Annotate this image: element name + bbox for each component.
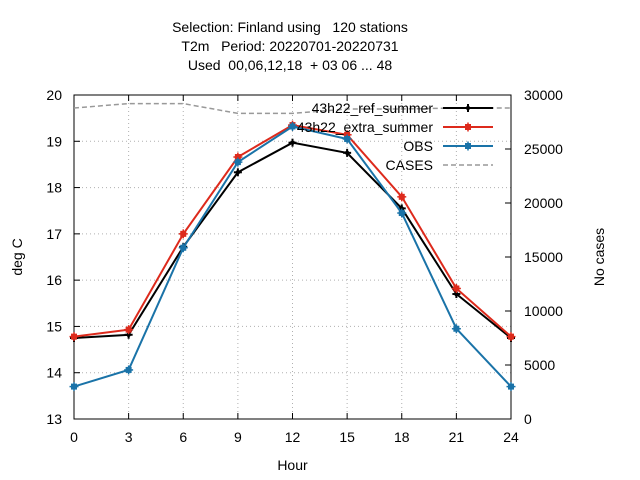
data-point: [124, 325, 134, 335]
legend-label: CASES: [386, 157, 433, 173]
data-point: [178, 243, 188, 253]
title-line: Used 00,06,12,18 + 03 06 ... 48: [188, 57, 393, 73]
y-axis-label: deg C: [9, 238, 25, 275]
y-tick-label: 19: [46, 133, 62, 149]
y2-tick-label: 5000: [524, 357, 555, 373]
title-line: T2m Period: 20220701-20220731: [181, 38, 398, 54]
y2-tick-label: 20000: [524, 195, 563, 211]
y2-tick-label: 15000: [524, 249, 563, 265]
legend-marker: [463, 141, 473, 151]
legend-label: 43h22_extra_summer: [297, 119, 434, 135]
data-point: [506, 382, 516, 392]
y-tick-label: 17: [46, 226, 62, 242]
data-point: [343, 148, 352, 157]
data-point: [69, 332, 79, 342]
x-tick-label: 12: [285, 429, 301, 445]
y2-tick-label: 0: [524, 411, 532, 427]
y-tick-label: 20: [46, 87, 62, 103]
y-tick-label: 16: [46, 272, 62, 288]
data-point: [397, 208, 407, 218]
data-point: [397, 192, 407, 202]
data-point: [178, 229, 188, 239]
data-point: [288, 121, 297, 131]
x-tick-label: 15: [339, 429, 355, 445]
legend-label: 43h22_ref_summer: [312, 100, 434, 116]
y2-tick-label: 10000: [524, 303, 563, 319]
y-tick-label: 14: [46, 365, 62, 381]
x-tick-label: 24: [503, 429, 519, 445]
x-tick-label: 21: [449, 429, 465, 445]
data-point: [233, 157, 243, 167]
x-tick-label: 9: [234, 429, 242, 445]
data-point: [342, 134, 352, 144]
legend: 43h22_ref_summer 43h22_extra_summer OBS CAS…: [297, 100, 493, 173]
data-point: [506, 332, 516, 342]
series-line: [73, 102, 511, 115]
y-tick-label: 13: [46, 411, 62, 427]
y-tick-label: 18: [46, 180, 62, 196]
data-point: [288, 138, 297, 147]
data-point: [451, 283, 461, 293]
y-tick-label: 15: [46, 318, 62, 334]
chart-title: Selection: Finland using 120 stations T2m…: [172, 19, 408, 73]
y2-tick-label: 30000: [524, 87, 563, 103]
grid: [74, 95, 511, 419]
series-lines: [69, 102, 516, 392]
data-point: [124, 365, 134, 375]
y2-tick-label: 25000: [524, 141, 563, 157]
legend-marker: [464, 104, 472, 112]
y2-axis-label: No cases: [591, 228, 607, 286]
title-line: Selection: Finland using 120 stations: [172, 19, 408, 35]
x-tick-label: 0: [70, 429, 78, 445]
x-axis-label: Hour: [277, 457, 308, 473]
x-tick-label: 3: [125, 429, 133, 445]
axis-ticks: 0 3 6 9 12 15 18 21 24 13 14 15 16 17 18 19 20 0 5000 10000…: [46, 87, 563, 445]
legend-label: OBS: [403, 138, 433, 154]
legend-marker: [463, 122, 473, 132]
x-tick-label: 18: [394, 429, 410, 445]
data-point: [451, 324, 461, 334]
x-tick-label: 6: [179, 429, 187, 445]
data-point: [69, 382, 79, 392]
data-point: [233, 168, 242, 177]
